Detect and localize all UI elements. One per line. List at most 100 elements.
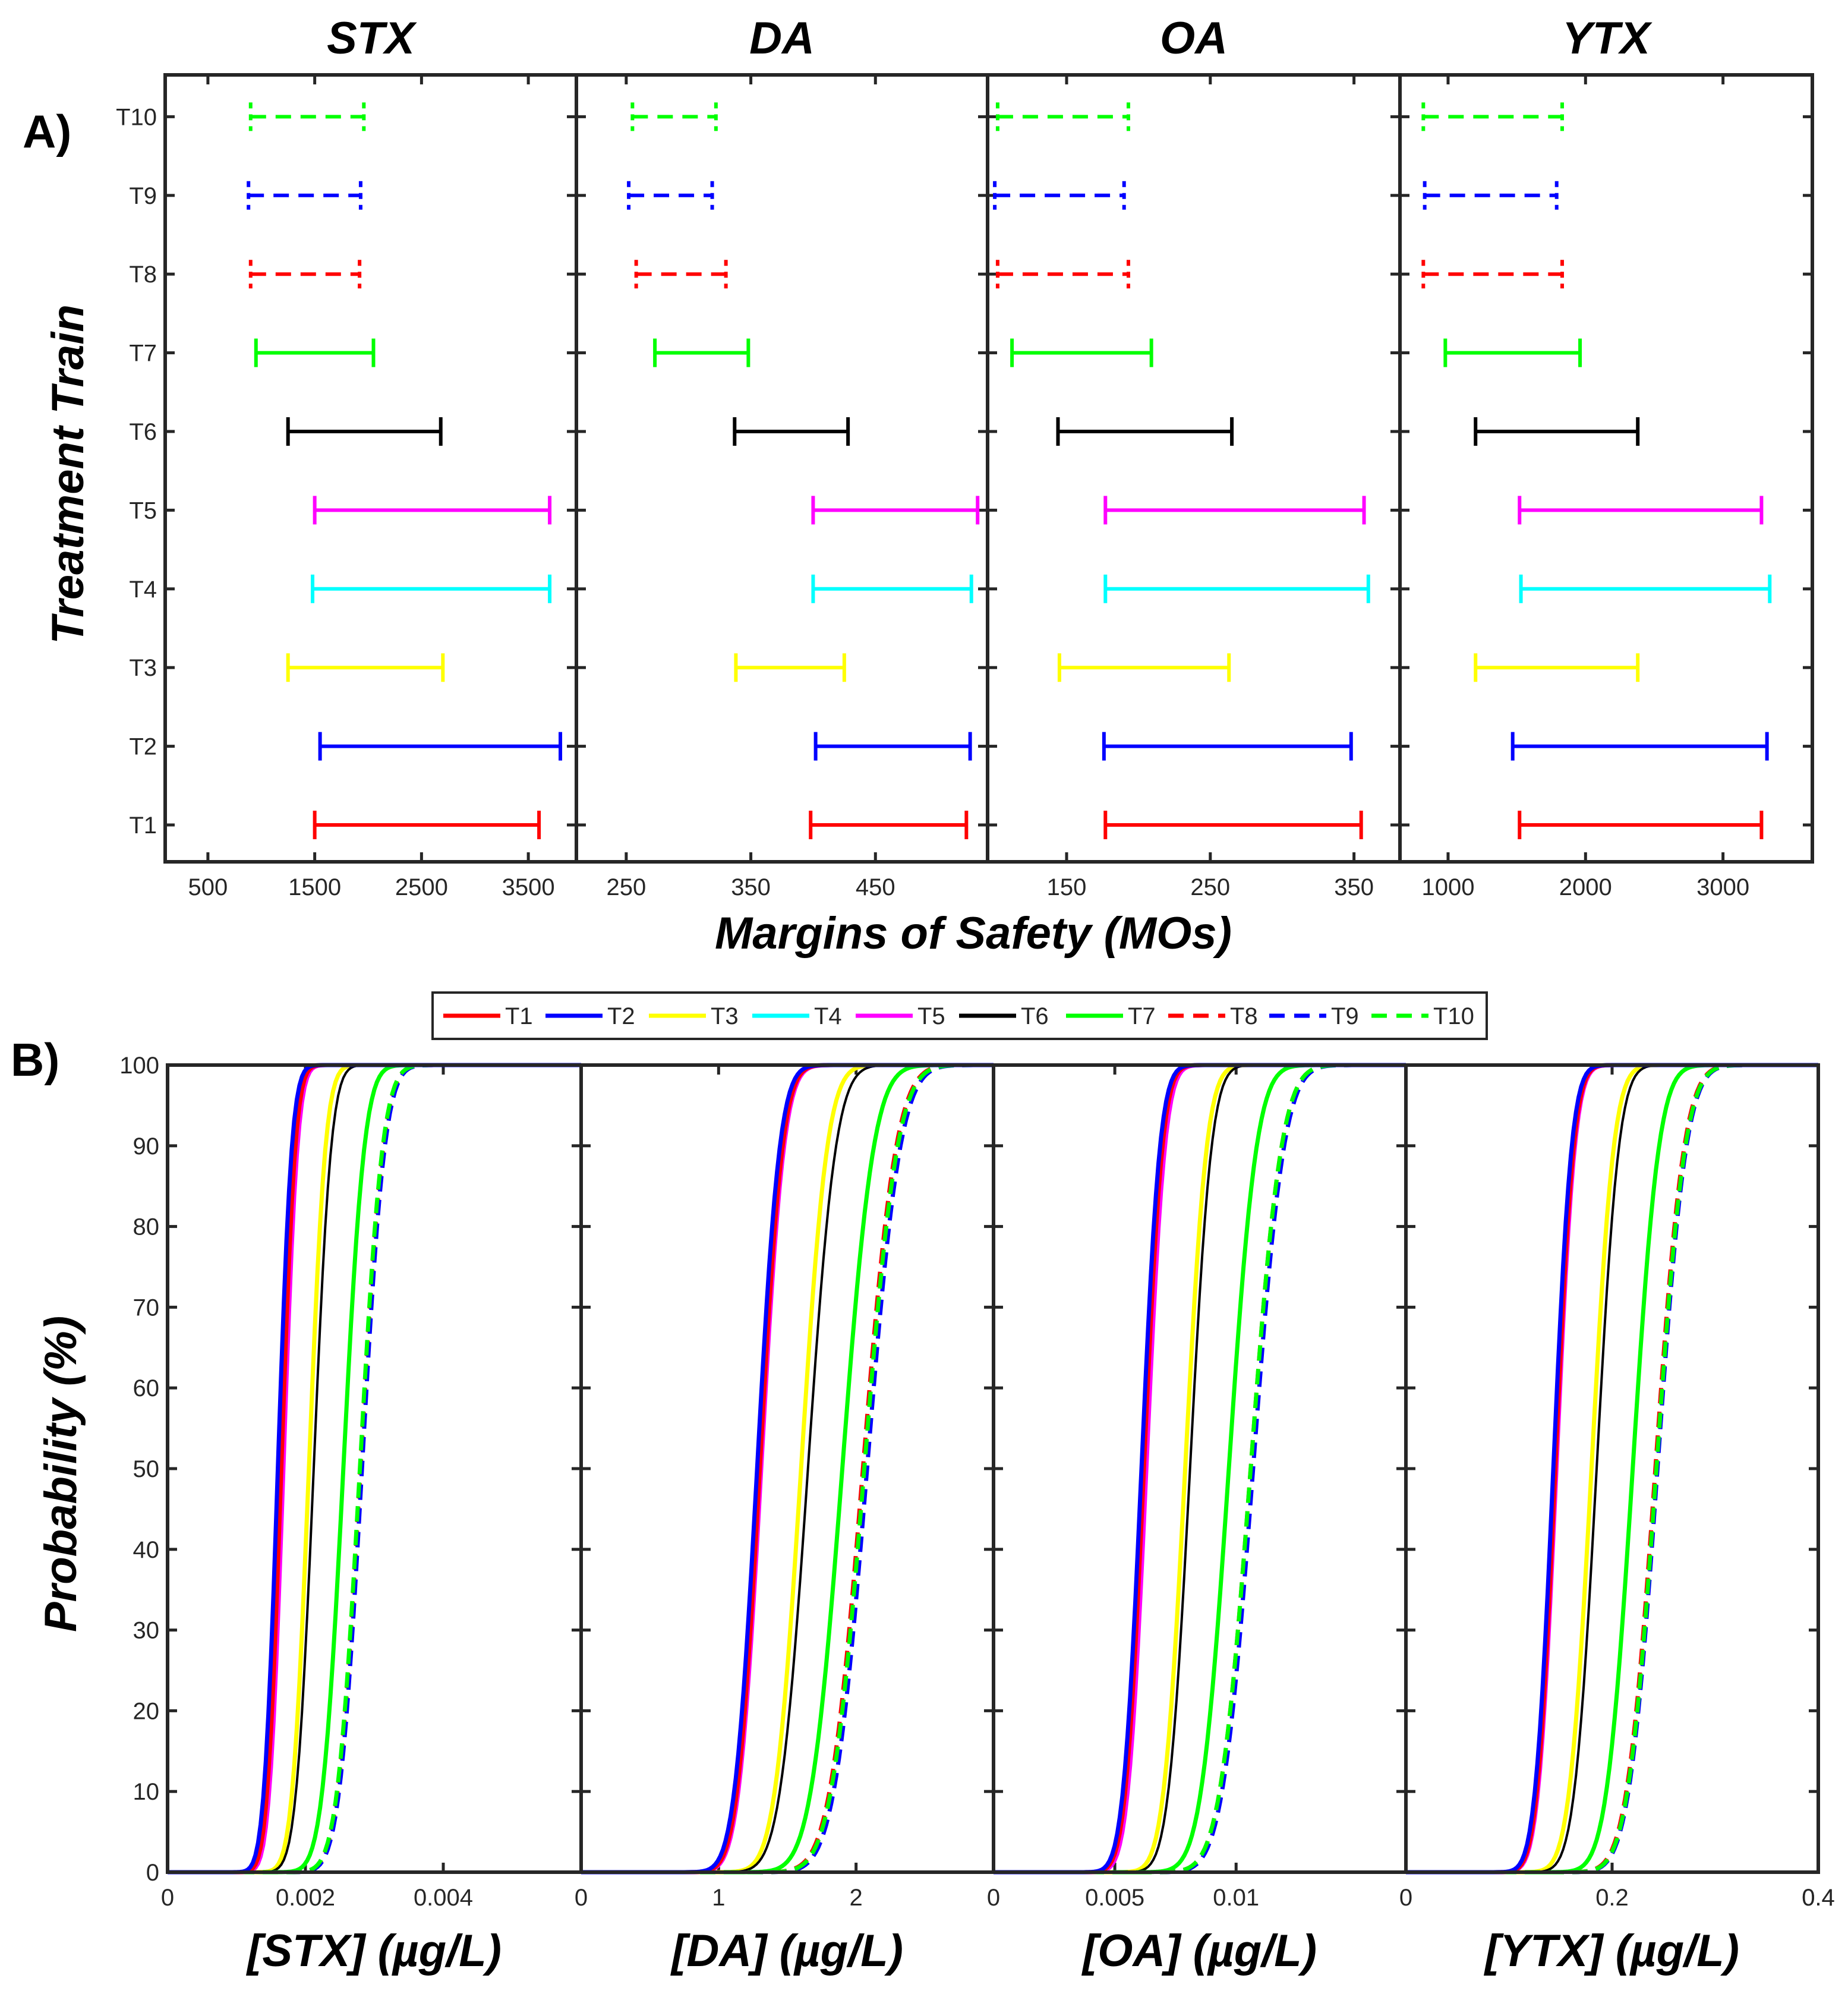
cdf-line-t7 bbox=[168, 1063, 581, 1875]
cdf-line-t1 bbox=[994, 1063, 1406, 1875]
cdf-line-t6 bbox=[581, 1064, 994, 1873]
y-tick-label: T2 bbox=[129, 734, 157, 760]
interval-t1 bbox=[809, 811, 969, 839]
legend-label: T1 bbox=[505, 1003, 533, 1029]
interval-t5 bbox=[1518, 496, 1764, 525]
y-tick-label: 10 bbox=[133, 1779, 160, 1805]
y-tick-label: T5 bbox=[129, 497, 157, 524]
panel-a-x-axis-label: Margins of Safety (MOs) bbox=[715, 908, 1232, 959]
cdf-line-t3 bbox=[168, 1063, 581, 1875]
interval-t6 bbox=[286, 417, 443, 446]
subplot-frame bbox=[992, 1063, 1408, 1874]
legend-label: T10 bbox=[1433, 1003, 1474, 1029]
y-tick-label: T6 bbox=[129, 419, 157, 445]
subplot-frame bbox=[1398, 73, 1814, 864]
legend-label: T3 bbox=[711, 1003, 739, 1029]
interval-t3 bbox=[286, 653, 445, 682]
y-tick-label: 60 bbox=[133, 1375, 160, 1401]
cdf-line-t5 bbox=[168, 1063, 581, 1875]
x-tick-label: 150 bbox=[1047, 874, 1087, 900]
subplot-frame bbox=[1404, 1063, 1820, 1874]
x-tick-label: 1 bbox=[712, 1885, 725, 1911]
subplot-frame bbox=[166, 1063, 583, 1874]
panel-a: STX T1 T2 T3 T4 T5 T6 T7 T8 T9 T10 500 1500 2500 3500 D… bbox=[116, 13, 1814, 900]
interval-t1 bbox=[1518, 811, 1764, 839]
cdf-line-t7 bbox=[994, 1063, 1406, 1875]
cdf-line-t4 bbox=[168, 1063, 581, 1875]
interval-t5 bbox=[811, 496, 980, 525]
interval-t9 bbox=[993, 181, 1126, 210]
x-tick-label: 1000 bbox=[1421, 874, 1474, 900]
cdf-line-t2 bbox=[581, 1063, 994, 1875]
interval-t1 bbox=[1103, 811, 1363, 839]
cdf-line-t8 bbox=[581, 1063, 994, 1875]
legend-item-t6: T6 bbox=[959, 1003, 1049, 1029]
cdf-line-t8 bbox=[168, 1063, 581, 1875]
interval-t4 bbox=[1103, 574, 1370, 603]
subplot-title: DA bbox=[749, 13, 815, 64]
x-tick-label: 3500 bbox=[502, 874, 555, 900]
x-tick-label-max: 0.4 bbox=[1802, 1885, 1835, 1911]
x-tick-label: 2500 bbox=[395, 874, 448, 900]
subplot-title: YTX bbox=[1562, 13, 1653, 64]
cdf-line-t10 bbox=[581, 1063, 994, 1875]
x-tick-label: 500 bbox=[188, 874, 228, 900]
cdf-line-t4 bbox=[994, 1063, 1406, 1875]
legend-item-t5: T5 bbox=[856, 1003, 945, 1029]
legend: T1 T2 T3 T4 T5 T6 T7 T8 T9 T10 bbox=[431, 991, 1488, 1040]
x-tick-label: 0.01 bbox=[1213, 1885, 1259, 1911]
subplot-frame bbox=[163, 73, 578, 864]
y-tick-label: 80 bbox=[133, 1214, 160, 1240]
subplot-title: OA bbox=[1160, 13, 1228, 64]
panel-a-subplot-oa: OA 150 250 350 bbox=[986, 13, 1402, 900]
panel-a-subplot-da: DA 250 350 450 bbox=[575, 13, 989, 900]
x-axis-label: [STX] (µg/L) bbox=[246, 1926, 502, 1976]
legend-label: T9 bbox=[1331, 1003, 1359, 1029]
cdf-line-t5 bbox=[581, 1063, 994, 1875]
legend-label: T2 bbox=[607, 1003, 635, 1029]
interval-t6 bbox=[1474, 417, 1640, 446]
interval-t4 bbox=[1519, 574, 1772, 603]
interval-t10 bbox=[630, 102, 718, 131]
cdf-line-t9 bbox=[994, 1063, 1406, 1875]
interval-t5 bbox=[313, 496, 552, 525]
interval-t7 bbox=[653, 338, 750, 367]
x-tick-label: 3000 bbox=[1696, 874, 1749, 900]
interval-t10 bbox=[995, 102, 1130, 131]
y-tick-label: 50 bbox=[133, 1456, 160, 1482]
y-tick-label: 0 bbox=[146, 1860, 159, 1886]
interval-t3 bbox=[1474, 653, 1640, 682]
x-tick-label: 0.2 bbox=[1595, 1885, 1629, 1911]
cdf-line-t1 bbox=[581, 1063, 994, 1875]
x-tick-label: 1500 bbox=[288, 874, 341, 900]
y-tick-label: T3 bbox=[129, 655, 157, 681]
interval-t1 bbox=[313, 811, 541, 839]
interval-t2 bbox=[1102, 732, 1353, 761]
cdf-line-t10 bbox=[1406, 1063, 1818, 1875]
legend-label: T5 bbox=[917, 1003, 945, 1029]
y-tick-label: T4 bbox=[129, 577, 157, 603]
legend-item-t4: T4 bbox=[752, 1003, 842, 1029]
cdf-line-t7 bbox=[1406, 1063, 1818, 1875]
legend-item-t10: T10 bbox=[1371, 1003, 1474, 1029]
cdf-line-t2 bbox=[994, 1063, 1406, 1875]
interval-t7 bbox=[1443, 338, 1582, 367]
cdf-line-t6 bbox=[994, 1064, 1406, 1873]
interval-t4 bbox=[311, 574, 552, 603]
interval-t3 bbox=[1057, 653, 1231, 682]
interval-t6 bbox=[1056, 417, 1234, 446]
x-tick-label: 0.002 bbox=[276, 1885, 335, 1911]
y-tick-label: T9 bbox=[129, 183, 157, 209]
interval-t2 bbox=[813, 732, 972, 761]
legend-item-t8: T8 bbox=[1168, 1003, 1258, 1029]
x-tick-label: 0.4 bbox=[1802, 1885, 1835, 1911]
panel-a-subplot-stx: STX T1 T2 T3 T4 T5 T6 T7 T8 T9 T10 500 1500 2500 3500 bbox=[116, 13, 578, 900]
interval-t3 bbox=[734, 653, 846, 682]
x-tick-label: 0 bbox=[161, 1885, 174, 1911]
cdf-line-t3 bbox=[581, 1063, 994, 1875]
interval-t8 bbox=[248, 260, 362, 289]
interval-t5 bbox=[1103, 496, 1366, 525]
x-tick-label: 350 bbox=[731, 874, 771, 900]
